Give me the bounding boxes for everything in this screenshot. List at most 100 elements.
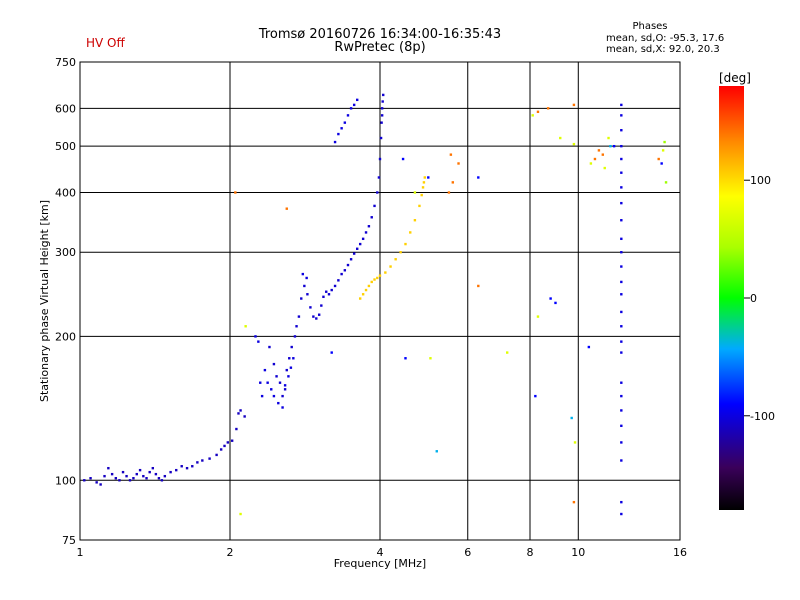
- x-axis-label: Frequency [MHz]: [334, 557, 426, 570]
- y-tick-label: 750: [55, 56, 76, 69]
- echo-point: [620, 265, 623, 268]
- echo-point: [283, 388, 287, 391]
- echo-point: [138, 468, 142, 472]
- echo-point: [381, 100, 384, 103]
- echo-point: [191, 465, 194, 468]
- x-axis: 1 2 4 6 8 10 16: [77, 546, 688, 559]
- echo-point: [285, 207, 288, 210]
- echo-point: [196, 461, 199, 464]
- echo-point: [620, 325, 623, 328]
- echo-point: [89, 477, 92, 480]
- echo-point: [272, 394, 276, 398]
- echo-point: [422, 181, 426, 184]
- echo-point: [287, 375, 290, 378]
- x-tick-label: 8: [527, 546, 534, 559]
- echo-point: [554, 301, 557, 305]
- echo-point: [612, 144, 616, 148]
- echo-point: [185, 466, 189, 470]
- echo-point: [423, 176, 426, 179]
- echo-point: [306, 293, 309, 296]
- echo-point: [620, 219, 623, 222]
- echo-point: [289, 366, 293, 369]
- echo-point: [333, 140, 337, 144]
- echo-point: [399, 251, 402, 254]
- echo-point: [160, 479, 164, 482]
- echo-point: [83, 479, 86, 482]
- echo-point: [597, 149, 601, 152]
- echo-point: [330, 351, 333, 354]
- echo-point: [620, 394, 623, 398]
- echo-point: [549, 297, 552, 300]
- echo-point: [277, 401, 280, 405]
- data-points: [83, 93, 668, 516]
- echo-point: [343, 121, 347, 124]
- echo-point: [534, 394, 537, 398]
- colorbar-axis: -100 0 100: [744, 174, 775, 423]
- echo-point: [660, 162, 663, 165]
- echo-point: [358, 242, 362, 246]
- echo-point: [290, 345, 293, 349]
- echo-point: [285, 368, 288, 372]
- echo-point: [239, 409, 242, 412]
- echo-point: [275, 375, 278, 378]
- echo-point: [449, 153, 453, 156]
- echo-point: [254, 335, 257, 338]
- echo-point: [620, 424, 623, 428]
- echo-point: [281, 394, 284, 398]
- echo-point: [208, 457, 211, 460]
- echo-point: [404, 357, 407, 360]
- echo-point: [148, 470, 151, 474]
- echo-point: [373, 278, 376, 281]
- echo-point: [292, 357, 295, 360]
- echo-point: [132, 477, 135, 480]
- echo-point: [288, 357, 291, 360]
- echo-point: [413, 191, 417, 194]
- echo-point: [297, 315, 301, 318]
- echo-point: [180, 465, 183, 468]
- y-axis-label: Stationary phase Virtual Height [km]: [38, 200, 51, 402]
- echo-point: [270, 388, 273, 391]
- echo-point: [343, 269, 347, 272]
- echo-point: [346, 114, 350, 117]
- echo-point: [239, 512, 242, 516]
- echo-point: [373, 204, 376, 208]
- echo-point: [260, 394, 264, 398]
- echo-point: [361, 293, 365, 296]
- echo-point: [295, 325, 298, 328]
- echo-point: [505, 351, 509, 354]
- echo-point: [364, 231, 368, 234]
- echo-point: [420, 193, 423, 197]
- echo-point: [234, 191, 237, 194]
- x-tick-label: 16: [673, 546, 687, 559]
- echo-point: [355, 98, 359, 102]
- echo-point: [135, 472, 138, 476]
- echo-point: [620, 144, 623, 148]
- echo-point: [435, 450, 438, 453]
- plot-frame: [79, 61, 681, 541]
- y-tick-label: 300: [55, 246, 76, 259]
- echo-point: [404, 242, 407, 246]
- echo-point: [263, 368, 267, 372]
- echo-point: [355, 247, 359, 250]
- y-tick-label: 500: [55, 140, 76, 153]
- echo-point: [257, 340, 260, 343]
- echo-point: [175, 468, 178, 472]
- echo-point: [266, 381, 269, 384]
- echo-point: [272, 362, 276, 366]
- echo-point: [358, 297, 362, 300]
- echo-point: [593, 157, 597, 161]
- echo-point: [620, 512, 623, 516]
- echo-point: [401, 157, 405, 161]
- echo-point: [409, 231, 412, 234]
- echo-point: [620, 500, 623, 504]
- echo-point: [315, 317, 318, 320]
- echo-point: [546, 107, 550, 110]
- y-tick-label: 75: [62, 534, 76, 547]
- echo-point: [380, 121, 383, 124]
- echo-point: [601, 153, 605, 156]
- echo-point: [620, 351, 623, 354]
- echo-point: [380, 107, 384, 110]
- echo-point: [349, 107, 353, 110]
- echo-point: [349, 258, 353, 261]
- echo-point: [219, 448, 223, 451]
